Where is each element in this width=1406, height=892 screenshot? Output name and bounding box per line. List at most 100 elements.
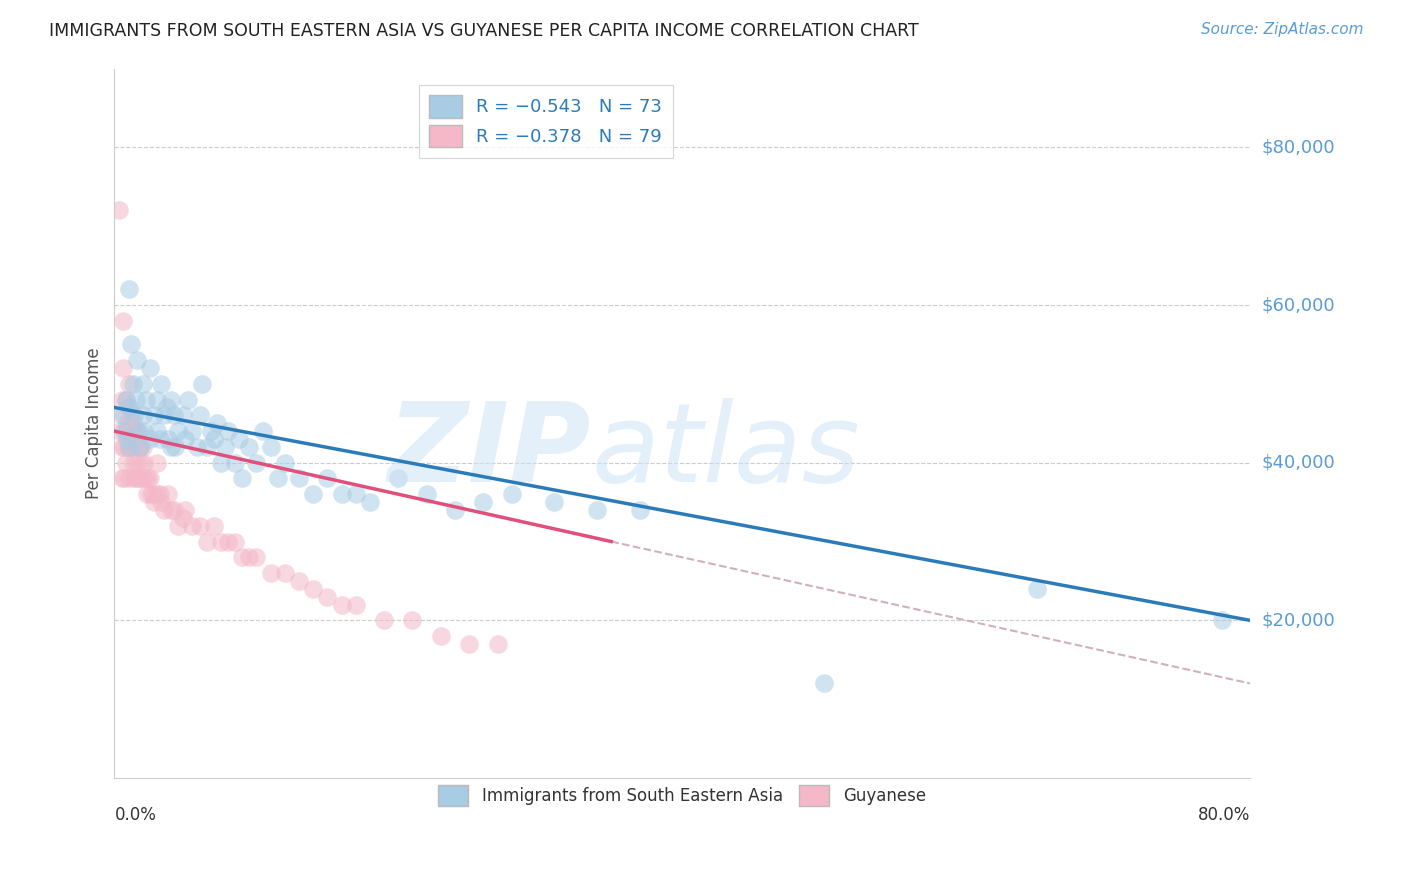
Point [129, 440, 152, 454]
Point [110, 409, 132, 423]
Point [302, 582, 325, 596]
Point [111, 314, 134, 328]
Point [115, 432, 138, 446]
Point [132, 409, 155, 423]
Point [401, 613, 423, 627]
Point [238, 550, 260, 565]
Point [127, 424, 149, 438]
Point [231, 550, 253, 565]
Point [132, 471, 155, 485]
Point [195, 534, 218, 549]
Point [209, 456, 232, 470]
Point [125, 440, 148, 454]
Point [150, 495, 173, 509]
Point [209, 534, 232, 549]
Text: $20,000: $20,000 [1261, 611, 1334, 630]
Point [444, 503, 467, 517]
Point [430, 629, 453, 643]
Point [135, 392, 157, 407]
Point [472, 495, 495, 509]
Point [228, 432, 250, 446]
Point [138, 471, 160, 485]
Point [231, 471, 253, 485]
Point [202, 432, 225, 446]
Point [127, 353, 149, 368]
Point [121, 376, 143, 391]
Point [125, 471, 148, 485]
Text: $80,000: $80,000 [1261, 138, 1334, 156]
Point [316, 471, 339, 485]
Point [146, 487, 169, 501]
Point [112, 409, 135, 423]
Point [124, 471, 146, 485]
Point [163, 503, 186, 517]
Point [117, 440, 139, 454]
Point [107, 203, 129, 218]
Point [202, 518, 225, 533]
Point [117, 401, 139, 415]
Point [139, 471, 162, 485]
Point [172, 511, 194, 525]
Point [136, 487, 159, 501]
Point [114, 392, 136, 407]
Point [160, 503, 183, 517]
Point [117, 440, 139, 454]
Point [129, 471, 152, 485]
Point [131, 456, 153, 470]
Point [153, 409, 176, 423]
Point [146, 456, 169, 470]
Point [132, 376, 155, 391]
Point [217, 534, 239, 549]
Point [114, 424, 136, 438]
Point [259, 566, 281, 580]
Point [387, 471, 409, 485]
Point [127, 456, 149, 470]
Point [344, 598, 367, 612]
Point [157, 432, 180, 446]
Point [139, 432, 162, 446]
Point [181, 518, 204, 533]
Legend: Immigrants from South Eastern Asia, Guyanese: Immigrants from South Eastern Asia, Guya… [432, 779, 932, 813]
Point [139, 361, 162, 376]
Point [586, 503, 609, 517]
Point [224, 534, 246, 549]
Point [156, 401, 179, 415]
Point [120, 409, 142, 423]
Point [344, 487, 367, 501]
Point [117, 376, 139, 391]
Point [195, 440, 218, 454]
Point [117, 471, 139, 485]
Text: $40,000: $40,000 [1261, 454, 1334, 472]
Point [149, 487, 172, 501]
Point [205, 417, 228, 431]
Point [259, 440, 281, 454]
Point [1211, 613, 1233, 627]
Point [125, 424, 148, 438]
Point [628, 503, 651, 517]
Point [543, 495, 565, 509]
Point [330, 487, 353, 501]
Point [115, 440, 138, 454]
Point [188, 409, 211, 423]
Point [110, 471, 132, 485]
Point [200, 424, 222, 438]
Point [813, 676, 835, 690]
Point [134, 424, 156, 438]
Point [181, 424, 204, 438]
Point [112, 440, 135, 454]
Point [112, 471, 135, 485]
Point [245, 456, 267, 470]
Point [188, 518, 211, 533]
Point [146, 424, 169, 438]
Point [288, 471, 311, 485]
Point [142, 487, 165, 501]
Point [486, 637, 509, 651]
Point [128, 440, 150, 454]
Point [108, 424, 131, 438]
Point [157, 487, 180, 501]
Point [373, 613, 395, 627]
Point [111, 361, 134, 376]
Point [128, 471, 150, 485]
Text: 0.0%: 0.0% [114, 806, 156, 824]
Point [124, 424, 146, 438]
